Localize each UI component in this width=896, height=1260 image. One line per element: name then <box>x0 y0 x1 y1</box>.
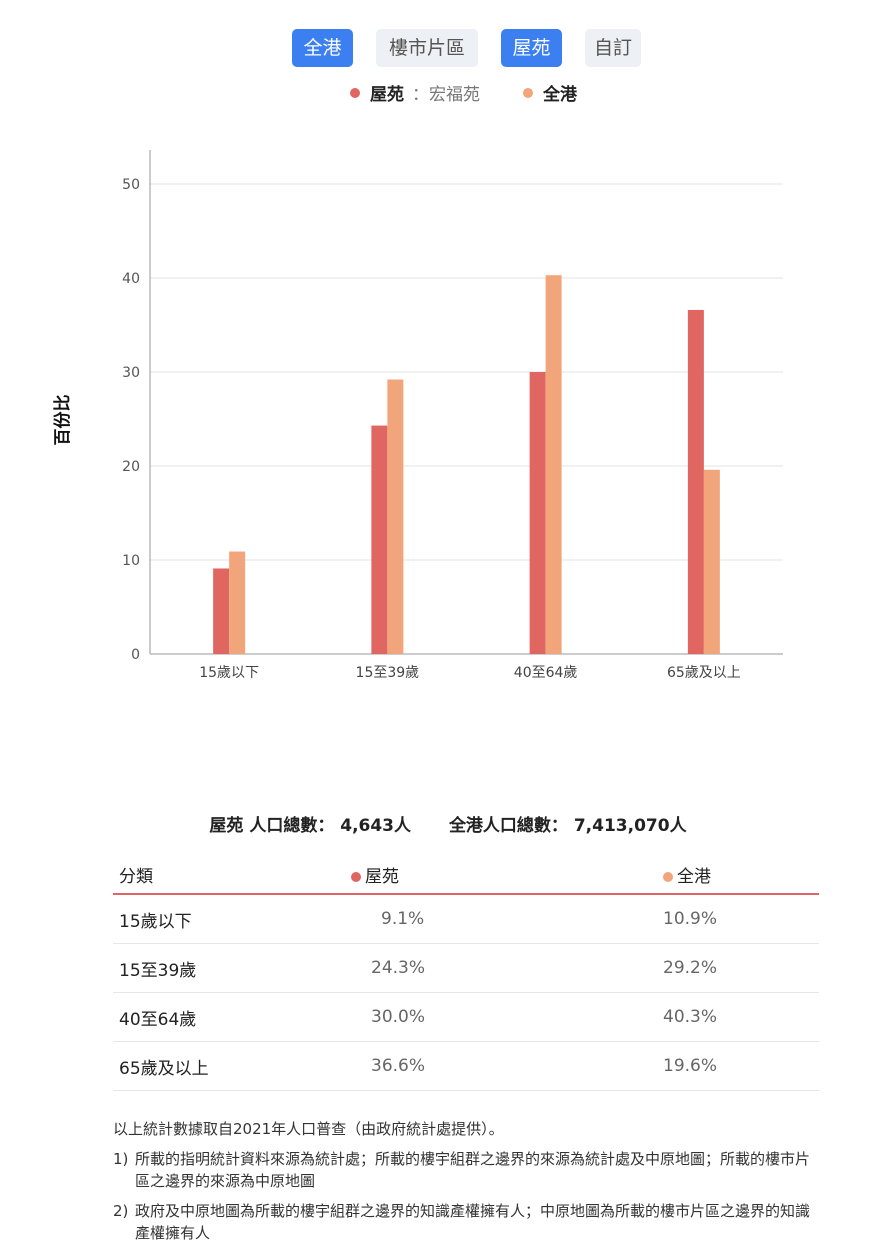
estate-total: 屋苑 人口總數： 4,643人 <box>209 816 412 836</box>
age-table: 分類 屋苑 全港 15歲以下 9.1% 10.9% 15至39歲 24.3% 29.2%… <box>113 855 819 1091</box>
legend-hk-label: 全港 <box>543 85 577 105</box>
x-tick-label: 15歲以下 <box>199 665 259 681</box>
cell-hk: 19.6% <box>657 1041 819 1091</box>
cell-hk: 10.9% <box>657 894 819 944</box>
legend-estate-name: ：宏福苑 <box>412 85 480 105</box>
cell-estate: 24.3% <box>345 943 657 993</box>
footnotes: 以上統計數據取自2021年人口普查（由政府統計處提供）。 1) 所載的指明統計資料… <box>113 1118 823 1252</box>
cell-hk: 29.2% <box>657 943 819 993</box>
bar-estate <box>687 309 704 654</box>
y-tick-label: 0 <box>131 647 140 663</box>
y-tick-label: 10 <box>122 553 140 569</box>
legend-estate: 屋苑 ：宏福苑 <box>350 80 480 105</box>
note-item: 1) 所載的指明統計資料來源為統計處；所載的樓宇組群之邊界的來源為統計處及中原地圖… <box>113 1148 823 1192</box>
bar-estate <box>529 372 546 654</box>
note-text: 政府及中原地圖為所載的樓宇組群之邊界的知識產權擁有人；中原地圖為所載的樓市片區之… <box>135 1202 811 1242</box>
note-number: 2) <box>113 1202 129 1220</box>
note-number: 1) <box>113 1150 129 1168</box>
hk-dot-icon <box>523 87 533 98</box>
estate-dot-icon <box>351 871 361 882</box>
table-row: 65歲及以上 36.6% 19.6% <box>113 1041 819 1091</box>
bar-hk <box>387 379 404 654</box>
y-axis-label: 百份比 <box>52 395 73 446</box>
table-row: 40至64歲 30.0% 40.3% <box>113 992 819 1042</box>
header-category: 分類 <box>113 855 345 895</box>
x-tick-label: 40至64歲 <box>514 665 578 681</box>
x-tick-label: 65歲及以上 <box>667 665 741 681</box>
cell-estate: 30.0% <box>345 992 657 1042</box>
header-hk: 全港 <box>657 855 819 895</box>
header-hk-label: 全港 <box>677 866 711 887</box>
bar-estate <box>371 425 388 654</box>
cell-estate: 9.1% <box>345 894 657 944</box>
cell-category: 15歲以下 <box>113 894 345 944</box>
legend-estate-label: 屋苑 <box>370 85 404 105</box>
cell-category: 40至64歲 <box>113 992 345 1042</box>
cell-estate: 36.6% <box>345 1041 657 1091</box>
bar-hk <box>545 275 562 654</box>
cell-hk: 40.3% <box>657 992 819 1042</box>
bar-estate <box>213 568 230 654</box>
y-tick-label: 40 <box>122 271 140 287</box>
cell-category: 65歲及以上 <box>113 1041 345 1091</box>
x-tick-label: 15至39歲 <box>356 665 420 681</box>
bar-hk <box>703 469 720 654</box>
y-tick-label: 30 <box>122 365 140 381</box>
estate-dot-icon <box>350 87 360 98</box>
note-text: 所載的指明統計資料來源為統計處；所載的樓宇組群之邊界的來源為統計處及中原地圖；所… <box>135 1150 811 1190</box>
header-estate-label: 屋苑 <box>365 866 399 887</box>
cell-category: 15至39歲 <box>113 943 345 993</box>
legend-hk: 全港 <box>523 80 577 105</box>
tab-district[interactable]: 樓市片區 <box>376 29 478 67</box>
y-tick-label: 20 <box>122 459 140 475</box>
hk-total: 全港人口總數： 7,413,070人 <box>448 816 687 836</box>
y-tick-label: 50 <box>122 177 140 193</box>
notes-intro: 以上統計數據取自2021年人口普查（由政府統計處提供）。 <box>113 1120 504 1138</box>
table-row: 15至39歲 24.3% 29.2% <box>113 943 819 993</box>
tab-hk[interactable]: 全港 <box>292 29 353 67</box>
bar-chart: 百份比 0 10 20 30 40 50 15歲以下 15至39歲 40至64歲 65歲及以上 <box>52 150 783 681</box>
population-totals: 屋苑 人口總數： 4,643人 全港人口總數： 7,413,070人 <box>0 811 896 836</box>
hk-dot-icon <box>663 871 673 882</box>
bar-hk <box>229 551 246 654</box>
note-item: 2) 政府及中原地圖為所載的樓宇組群之邊界的知識產權擁有人；中原地圖為所載的樓市片… <box>113 1200 823 1244</box>
header-estate: 屋苑 <box>345 855 657 895</box>
tab-custom[interactable]: 自訂 <box>585 29 641 67</box>
tab-estate[interactable]: 屋苑 <box>501 29 562 67</box>
table-row: 15歲以下 9.1% 10.9% <box>113 894 819 944</box>
